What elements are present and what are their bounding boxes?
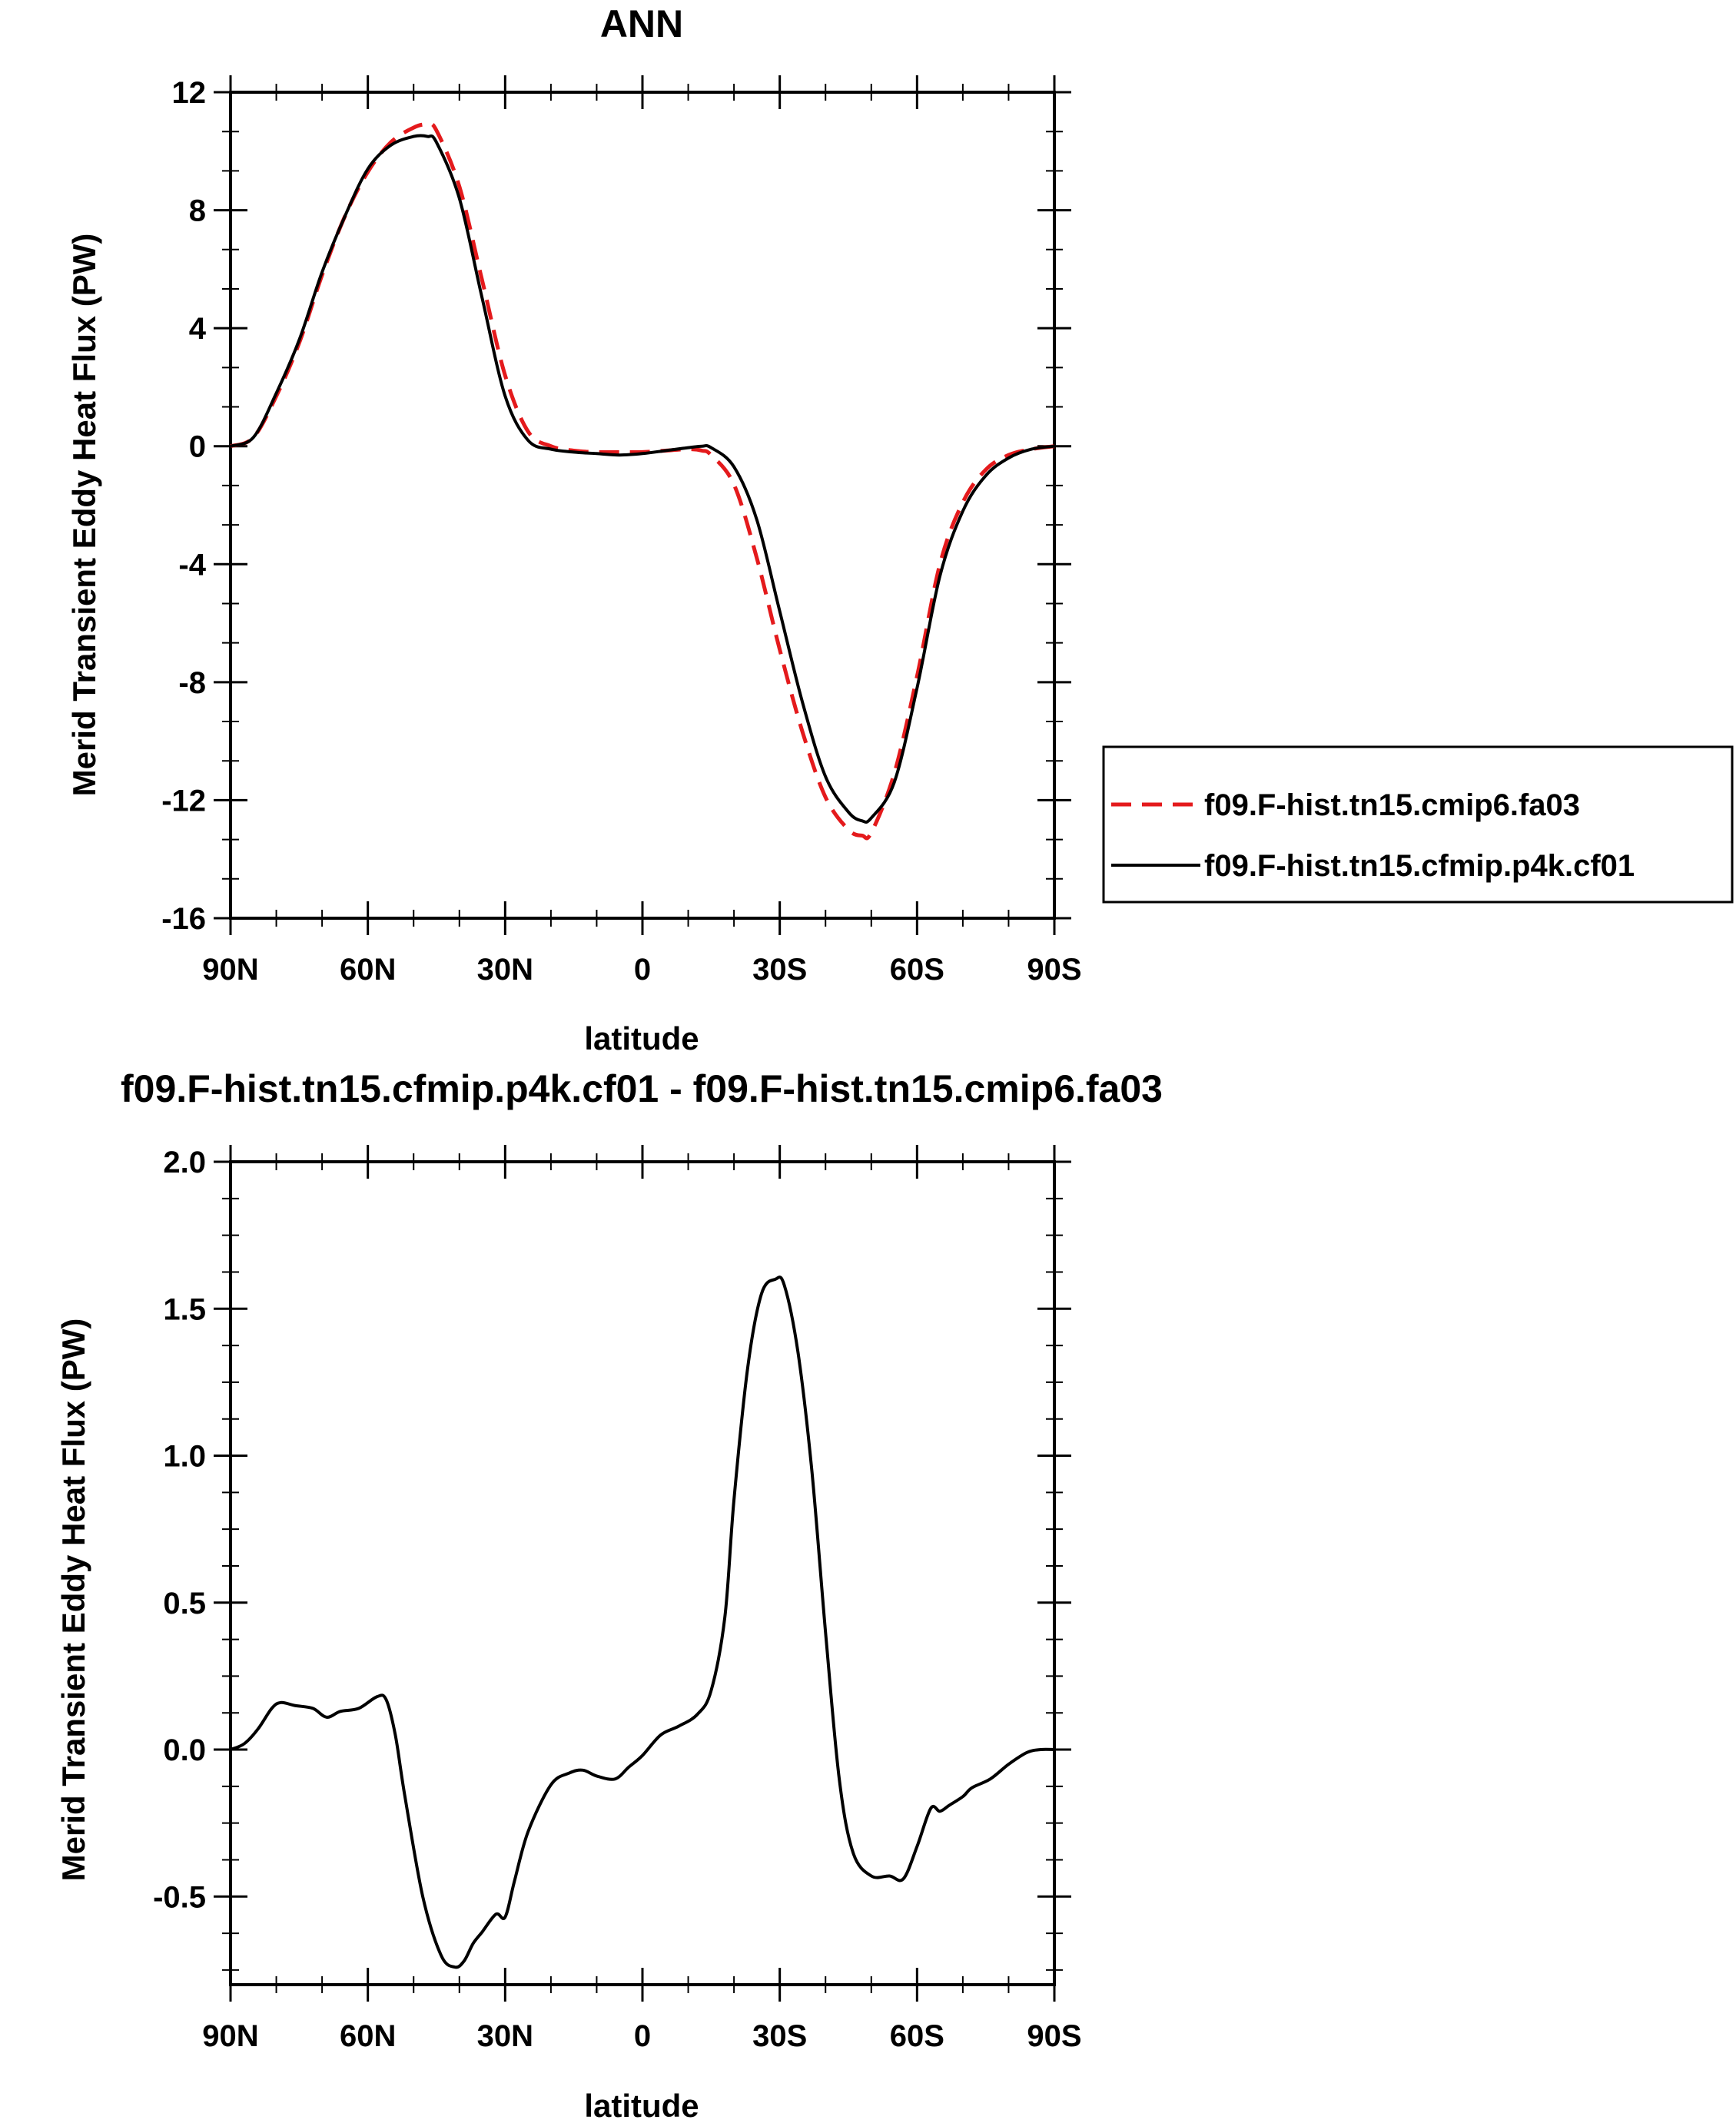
- bottom-x-tick-label: 30N: [477, 2019, 533, 2053]
- bottom-x-tick-label: 30S: [752, 2019, 807, 2053]
- legend-label-series-2: f09.F-hist.tn15.cfmip.p4k.cf01: [1204, 849, 1635, 883]
- top-y-tick-label: -4: [178, 548, 206, 582]
- top-x-tick-label: 90N: [202, 953, 258, 987]
- top-x-axis-label: latitude: [584, 1020, 699, 1057]
- top-x-tick-label: 60S: [890, 953, 944, 987]
- bottom-y-tick-label: -0.5: [153, 1880, 206, 1914]
- legend-label-series-1: f09.F-hist.tn15.cmip6.fa03: [1204, 788, 1580, 822]
- bottom-plot-area: 2.0 1.5 1.0 0.5 0.0 -0.5 90N 60N 30N 0 30S 60S 90S: [153, 1145, 1082, 2053]
- top-series-line-1: [230, 121, 1055, 841]
- bottom-y-tick-label: 1.0: [163, 1440, 206, 1474]
- top-plot-area: 12 8 4 0 -4 -8 -12 -16 90N 60N 30N 0 30S 60S 90S: [161, 75, 1082, 987]
- top-chart: ANN 12 8 4 0 -4 -8 -12 -16 90N 60N 30N 0 30S 60S 90S l…: [66, 2, 1734, 1057]
- bottom-series-line-1: [230, 1275, 1055, 1969]
- top-y-tick-label: 8: [189, 194, 206, 228]
- bottom-x-tick-label: 60S: [890, 2019, 944, 2053]
- top-x-tick-label: 30S: [752, 953, 807, 987]
- top-y-tick-label: -8: [178, 666, 206, 700]
- bottom-y-tick-label: 0.5: [163, 1587, 206, 1620]
- bottom-y-axis-label: Merid Transient Eddy Heat Flux (PW): [55, 1319, 91, 1882]
- top-x-tick-label: 90S: [1027, 953, 1081, 987]
- bottom-x-tick-label: 90N: [202, 2019, 258, 2053]
- top-y-tick-label: 12: [172, 76, 207, 110]
- top-series-line-2: [230, 134, 1055, 824]
- bottom-y-tick-label: 1.5: [163, 1292, 206, 1326]
- bottom-x-tick-label: 0: [634, 2019, 651, 2053]
- top-plot-frame: [229, 91, 1056, 920]
- top-x-tick-label: 60N: [340, 953, 396, 987]
- bottom-chart: f09.F-hist.tn15.cfmip.p4k.cf01 - f09.F-h…: [55, 1067, 1163, 2123]
- top-chart-legend: f09.F-hist.tn15.cmip6.fa03 f09.F-hist.tn…: [1102, 745, 1734, 904]
- bottom-y-tick-label: 0.0: [163, 1733, 206, 1767]
- top-x-tick-label: 30N: [477, 953, 533, 987]
- top-chart-title: ANN: [600, 2, 683, 45]
- bottom-y-tick-label: 2.0: [163, 1146, 206, 1179]
- top-y-tick-label: 4: [189, 312, 207, 346]
- bottom-chart-title: f09.F-hist.tn15.cfmip.p4k.cf01 - f09.F-h…: [121, 1067, 1163, 1110]
- top-y-tick-label: -16: [161, 902, 206, 936]
- bottom-x-axis-label: latitude: [584, 2088, 699, 2123]
- legend-box: [1102, 745, 1734, 904]
- top-y-axis-label: Merid Transient Eddy Heat Flux (PW): [66, 234, 102, 797]
- top-y-tick-label: 0: [189, 430, 206, 464]
- bottom-x-tick-label: 90S: [1027, 2019, 1081, 2053]
- bottom-plot-frame: [229, 1160, 1056, 1986]
- top-x-tick-label: 0: [634, 953, 651, 987]
- top-y-tick-label: -12: [161, 784, 206, 818]
- bottom-x-tick-label: 60N: [340, 2019, 396, 2053]
